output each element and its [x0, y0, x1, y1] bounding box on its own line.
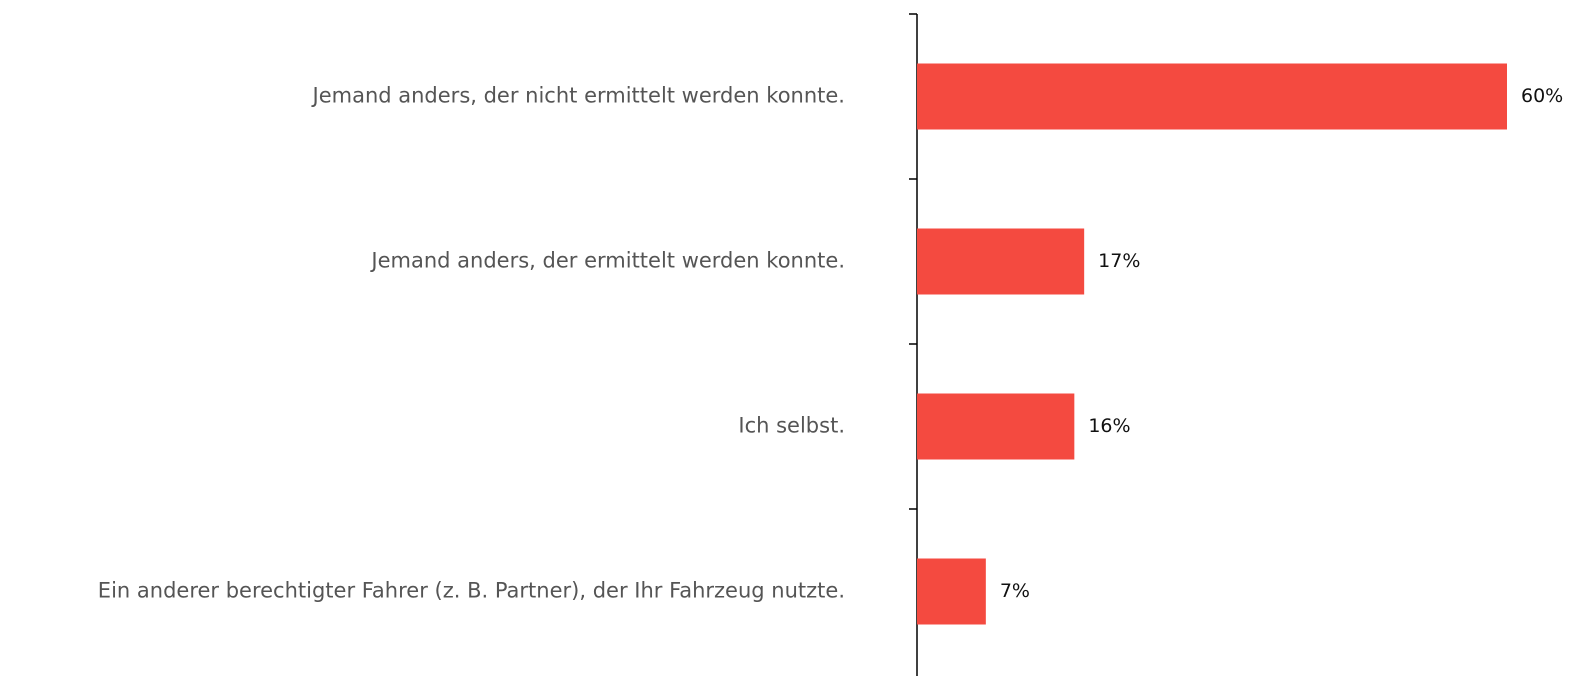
value-label: 60% [1521, 85, 1563, 107]
bar [917, 393, 1075, 460]
category-label: Jemand anders, der ermittelt werden konn… [369, 249, 845, 273]
bar [917, 63, 1507, 130]
bar [917, 228, 1085, 295]
value-label: 17% [1098, 250, 1140, 272]
bar [917, 558, 986, 625]
value-label: 7% [1000, 580, 1030, 602]
category-label: Ich selbst. [738, 414, 845, 438]
category-label: Ein anderer berechtigter Fahrer (z. B. P… [98, 579, 845, 603]
category-label: Jemand anders, der nicht ermittelt werde… [311, 84, 846, 108]
value-label: 16% [1088, 415, 1130, 437]
